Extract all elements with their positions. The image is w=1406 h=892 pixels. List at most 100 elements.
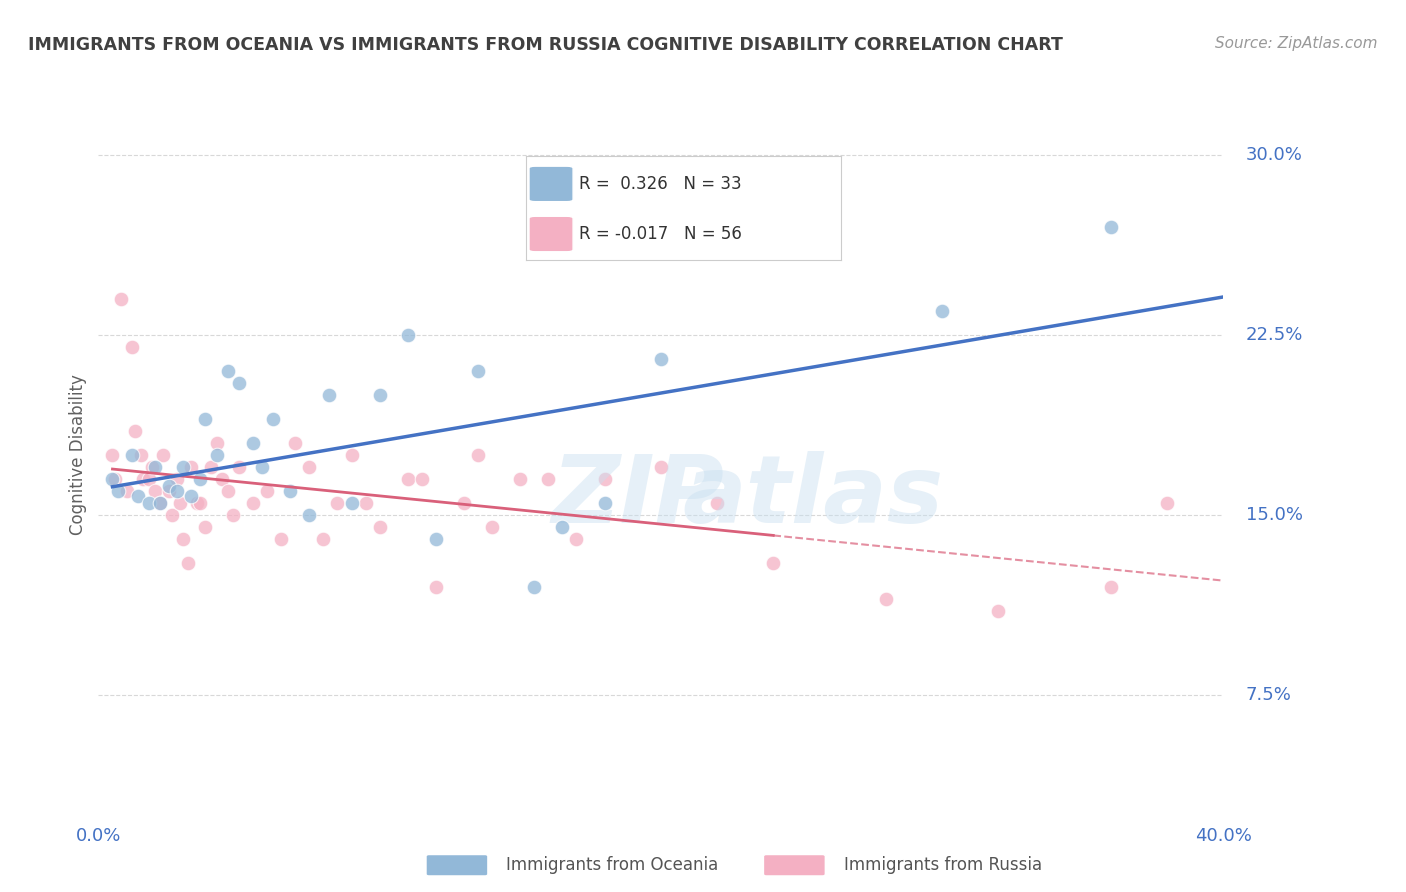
Point [107, 483, 129, 498]
Point [129, 448, 152, 462]
Point [706, 496, 728, 510]
Point [250, 459, 273, 474]
Point [160, 508, 183, 522]
Point [132, 472, 155, 486]
Text: 40.0%: 40.0% [1195, 827, 1251, 845]
Point [157, 483, 180, 498]
Point [593, 472, 616, 486]
Point [152, 448, 174, 462]
Point [368, 388, 391, 402]
Point [1099, 580, 1122, 594]
Point [509, 472, 531, 486]
Point [396, 328, 419, 343]
Point [242, 436, 264, 450]
Point [194, 412, 217, 426]
Text: 22.5%: 22.5% [1246, 326, 1303, 344]
Point [326, 496, 349, 510]
Point [166, 483, 188, 498]
Point [121, 448, 143, 462]
Point [523, 580, 546, 594]
Point [205, 448, 228, 462]
Text: 7.5%: 7.5% [1246, 686, 1292, 704]
Point [138, 472, 160, 486]
Text: atlas: atlas [682, 450, 943, 542]
Point [340, 496, 363, 510]
Point [1156, 496, 1178, 510]
Point [217, 364, 239, 378]
Point [425, 580, 447, 594]
Point [875, 591, 897, 606]
Point [593, 496, 616, 510]
Point [298, 508, 321, 522]
Point [242, 496, 264, 510]
Point [186, 496, 208, 510]
Point [368, 520, 391, 534]
Text: 15.0%: 15.0% [1246, 506, 1303, 524]
Point [551, 520, 574, 534]
Point [180, 489, 202, 503]
Point [149, 496, 172, 510]
Text: Immigrants from Oceania: Immigrants from Oceania [506, 856, 718, 874]
Point [188, 472, 211, 486]
Point [166, 472, 188, 486]
Point [467, 364, 489, 378]
Point [143, 459, 166, 474]
Point [298, 459, 321, 474]
Point [931, 304, 953, 318]
Text: 0.0%: 0.0% [76, 827, 121, 845]
Point [205, 436, 228, 450]
Point [762, 556, 785, 570]
Point [188, 496, 211, 510]
Point [396, 472, 419, 486]
Point [149, 496, 172, 510]
Point [228, 459, 250, 474]
Point [650, 459, 672, 474]
Point [222, 508, 245, 522]
Point [172, 459, 194, 474]
Point [425, 532, 447, 546]
Point [1099, 219, 1122, 234]
Point [141, 459, 163, 474]
Point [270, 532, 292, 546]
Y-axis label: Cognitive Disability: Cognitive Disability [69, 375, 87, 535]
Point [101, 472, 124, 486]
Point [284, 436, 307, 450]
Point [987, 604, 1010, 618]
Point [200, 459, 222, 474]
Point [172, 532, 194, 546]
Point [340, 448, 363, 462]
Point [110, 292, 132, 306]
Point [256, 483, 278, 498]
Point [169, 496, 191, 510]
Point [228, 376, 250, 390]
Point [565, 532, 588, 546]
Point [278, 483, 301, 498]
Point [453, 496, 475, 510]
Point [537, 472, 560, 486]
Point [177, 556, 200, 570]
Point [194, 520, 217, 534]
Text: Source: ZipAtlas.com: Source: ZipAtlas.com [1215, 36, 1378, 51]
Point [127, 489, 149, 503]
Point [101, 448, 124, 462]
Point [217, 483, 239, 498]
Point [121, 340, 143, 354]
Point [481, 520, 503, 534]
Point [157, 479, 180, 493]
Point [143, 483, 166, 498]
Point [124, 424, 146, 438]
Point [354, 496, 377, 510]
Point [318, 388, 340, 402]
Point [211, 472, 233, 486]
Text: IMMIGRANTS FROM OCEANIA VS IMMIGRANTS FROM RUSSIA COGNITIVE DISABILITY CORRELATI: IMMIGRANTS FROM OCEANIA VS IMMIGRANTS FR… [28, 36, 1063, 54]
Point [104, 472, 127, 486]
Point [115, 483, 138, 498]
Point [467, 448, 489, 462]
Text: ZIP: ZIP [553, 450, 724, 542]
Point [411, 472, 433, 486]
Point [262, 412, 284, 426]
Text: Immigrants from Russia: Immigrants from Russia [844, 856, 1042, 874]
Text: 30.0%: 30.0% [1246, 146, 1302, 164]
Point [138, 496, 160, 510]
Point [180, 459, 202, 474]
